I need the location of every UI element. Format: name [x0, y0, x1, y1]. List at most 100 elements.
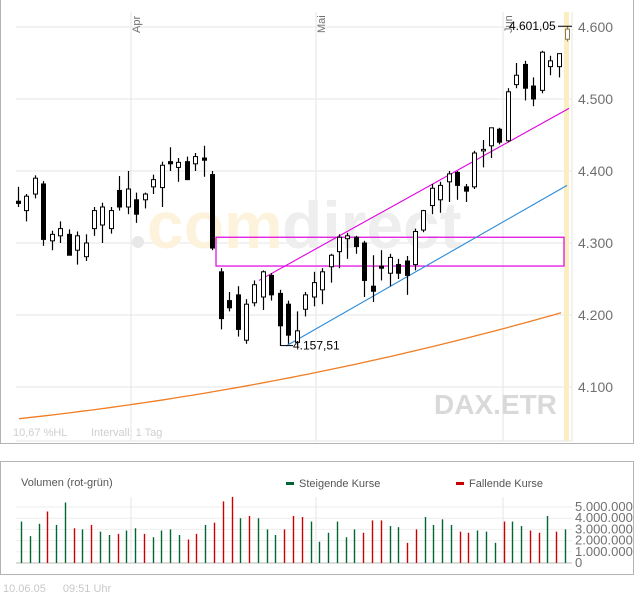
- rising-candle: [126, 188, 131, 208]
- footer-time: 09:51 Uhr: [62, 583, 112, 595]
- rising-candle: [506, 91, 511, 142]
- current-day-highlight: [564, 12, 569, 441]
- y-tick-label: 3.000.000: [575, 521, 633, 536]
- falling-candle: [455, 171, 460, 186]
- rising-candle: [24, 195, 29, 212]
- falling-candle: [41, 183, 46, 240]
- volume-bar-chart: Volumen (rot-grün) Steigende Kurse Fallend…: [16, 477, 633, 570]
- rising-candle: [540, 51, 545, 91]
- y-tick-label: 4.100: [578, 379, 613, 395]
- y-tick-label: 2.000.000: [575, 533, 633, 548]
- rising-candle: [193, 156, 198, 165]
- y-tick-label: 0: [575, 555, 582, 570]
- rising-candle: [548, 60, 553, 68]
- rising-candle: [75, 235, 80, 251]
- falling-candle: [236, 294, 241, 330]
- legend-label: Steigende Kurse: [299, 478, 380, 490]
- rising-candle: [447, 173, 452, 183]
- y-tick-label: 4.600: [578, 19, 613, 35]
- falling-candle: [531, 85, 536, 100]
- falling-candle: [286, 303, 291, 336]
- rising-candle: [481, 148, 486, 152]
- x-tick-label: Jun: [503, 15, 515, 33]
- rising-candle: [160, 164, 165, 189]
- falling-candle: [117, 189, 122, 208]
- lower-trend-line: [285, 184, 568, 347]
- falling-candle: [227, 300, 232, 309]
- falling-candle: [134, 199, 139, 215]
- y-tick-label: 1.000.000: [575, 544, 633, 559]
- falling-candle: [405, 260, 410, 276]
- rising-candle: [489, 127, 494, 147]
- falling-candle: [354, 236, 359, 248]
- rising-candle: [261, 271, 266, 298]
- falling-candle: [67, 233, 72, 256]
- legend-label: Fallende Kurse: [469, 478, 543, 490]
- x-tick-label: Apr: [131, 16, 143, 33]
- volume-bars: [20, 496, 567, 563]
- falling-candle: [185, 161, 190, 181]
- falling-candle: [396, 264, 401, 274]
- candlestick-chart: 4.600 4.500 4.400 4.300 4.200 4.100 Apr Mai Jun c…: [13, 12, 613, 442]
- upper-trend-line: [258, 107, 570, 281]
- rising-candle: [329, 254, 334, 268]
- rising-candle: [50, 233, 55, 242]
- rising-candle: [252, 284, 257, 304]
- symbol-watermark: DAX.ETR: [434, 389, 557, 420]
- y-tick-label: 4.500: [578, 91, 613, 107]
- hl-percent-label: 10,67 %HL: [13, 427, 67, 439]
- rising-candle: [33, 177, 38, 195]
- falling-candle: [16, 200, 21, 204]
- falling-candle: [362, 242, 367, 281]
- interval-label: Intervall: 1 Tag: [91, 427, 162, 439]
- rising-candle: [92, 210, 97, 230]
- low-value-label: 4.157,51: [293, 339, 340, 353]
- rising-candle: [312, 282, 317, 298]
- rising-candle: [421, 210, 426, 231]
- volume-chart-panel: Volumen (rot-grün) Steigende Kurse Fallend…: [0, 461, 634, 575]
- candles: [16, 26, 570, 346]
- falling-candle: [371, 285, 376, 292]
- rising-legend-swatch: [286, 482, 294, 485]
- rising-candle: [176, 161, 181, 168]
- volume-title: Volumen (rot-grün): [21, 477, 113, 489]
- y-tick-label: 4.400: [578, 163, 613, 179]
- rising-candle: [413, 230, 418, 266]
- falling-legend-swatch: [456, 482, 464, 485]
- falling-candle: [168, 161, 173, 165]
- rising-candle: [303, 294, 308, 310]
- timestamp-footer: 10.06.05 09:51 Uhr: [3, 583, 125, 595]
- falling-candle: [210, 174, 215, 249]
- price-chart-panel: 4.600 4.500 4.400 4.300 4.200 4.100 Apr Mai Jun c…: [0, 0, 634, 444]
- rising-candle: [557, 53, 562, 68]
- rising-candle: [472, 152, 477, 188]
- y-tick-label: 4.300: [578, 235, 613, 251]
- comdirect-watermark: comdirect: [132, 188, 462, 262]
- y-tick-label: 5.000.000: [575, 499, 633, 514]
- falling-candle: [464, 186, 469, 192]
- rising-candle: [151, 179, 156, 188]
- rising-candle: [438, 184, 443, 201]
- falling-candle: [523, 63, 528, 89]
- rising-candle: [345, 235, 350, 240]
- rising-candle: [514, 74, 519, 86]
- falling-candle: [278, 292, 283, 327]
- rising-candle: [565, 28, 570, 40]
- falling-candle: [497, 128, 502, 143]
- y-tick-label: 4.200: [578, 307, 613, 323]
- rising-candle: [143, 193, 148, 201]
- high-value-label: 4.601,05: [509, 19, 556, 33]
- rising-candle: [430, 187, 435, 207]
- rising-candle: [100, 206, 105, 226]
- y-tick-label: 4.000.000: [575, 510, 633, 525]
- falling-candle: [379, 265, 384, 269]
- rising-candle: [295, 330, 300, 343]
- rising-candle: [109, 210, 114, 230]
- falling-candle: [202, 157, 207, 161]
- rising-candle: [84, 242, 89, 258]
- rising-candle: [320, 271, 325, 291]
- rising-candle: [244, 303, 249, 341]
- moving-average-line: [18, 312, 562, 420]
- falling-candle: [269, 274, 274, 296]
- footer-date: 10.06.05: [3, 583, 46, 595]
